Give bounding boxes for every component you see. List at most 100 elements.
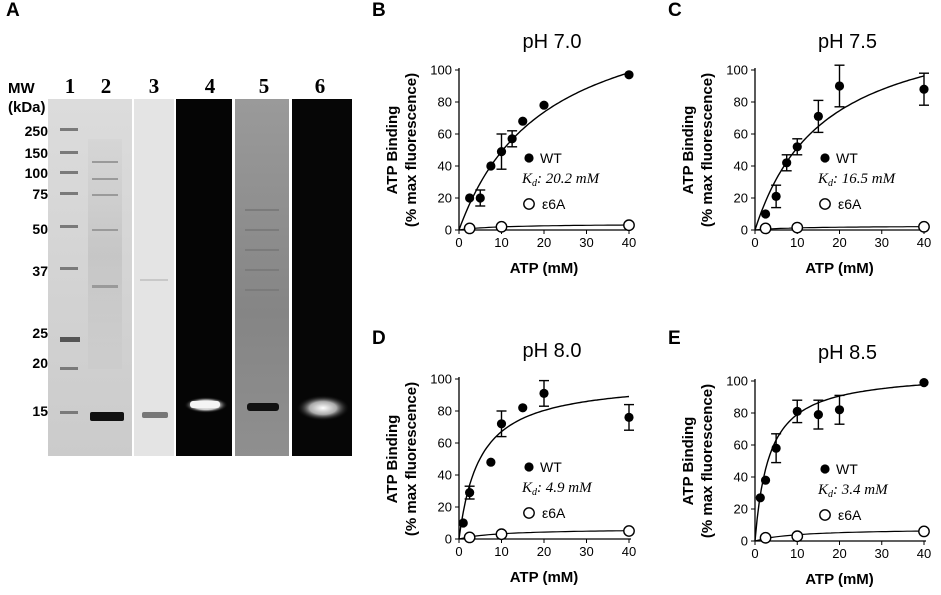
y-tick-label: 20 xyxy=(438,191,452,206)
mutant-fit-curve xyxy=(458,530,629,540)
mw-marker-250: 250 xyxy=(24,123,48,139)
legend-label-mutant: ε6A xyxy=(542,196,566,212)
legend-marker-mutant xyxy=(819,509,831,521)
wt-data-point xyxy=(771,191,781,201)
mw-marker-15: 15 xyxy=(32,403,48,419)
y-axis-label: ATP Binding xyxy=(384,106,401,195)
mutant-fit-curve xyxy=(754,530,925,542)
x-axis-label: ATP (mM) xyxy=(510,260,579,277)
mutant-data-point xyxy=(623,525,635,537)
x-tick-label: 0 xyxy=(455,544,462,559)
mutant-data-point xyxy=(759,222,772,235)
y-tick-label: 60 xyxy=(438,127,452,142)
mutant-data-point xyxy=(495,220,508,233)
mw-marker-100: 100 xyxy=(24,165,48,181)
panel-letter-b: B xyxy=(372,0,386,21)
wt-data-point xyxy=(507,134,517,144)
gel-image-lane-6 xyxy=(292,99,352,456)
lane-number-5: 5 xyxy=(258,74,270,98)
mw-unit: (kDa) xyxy=(8,99,46,116)
mw-marker-50: 50 xyxy=(32,221,48,237)
y-tick-label: 100 xyxy=(726,374,748,389)
y-tick-label: 40 xyxy=(734,159,748,174)
mutant-data-point xyxy=(918,525,930,538)
y-axis-label: ATP Binding xyxy=(680,106,697,195)
y-tick-label: 80 xyxy=(734,406,748,421)
y-axis-label: ATP Binding xyxy=(680,417,697,506)
wt-data-point xyxy=(834,405,845,415)
wt-data-point xyxy=(919,84,929,94)
mw-marker-75: 75 xyxy=(32,186,48,202)
x-tick-label: 40 xyxy=(917,546,931,561)
panel-letter-c: C xyxy=(668,0,682,21)
legend-label-wt: WT xyxy=(540,150,562,166)
wt-data-point xyxy=(475,193,485,203)
x-tick-label: 10 xyxy=(790,546,804,561)
y-axis-label: ATP Binding xyxy=(384,415,401,504)
y-tick-label: 80 xyxy=(734,95,748,110)
mutant-fit-curve xyxy=(754,226,924,231)
x-tick-label: 40 xyxy=(917,235,931,250)
wt-data-point xyxy=(792,142,802,152)
chart-title: pH 7.0 xyxy=(523,31,582,53)
legend-marker-wt xyxy=(820,464,830,474)
kd-annotation: Kd: 16.5 mM xyxy=(817,171,897,189)
kd-annotation: Kd: 20.2 mM xyxy=(521,171,601,189)
wt-data-point xyxy=(760,209,771,219)
x-axis-label: ATP (mM) xyxy=(805,260,874,277)
gel-image-lane-4 xyxy=(176,99,232,456)
x-tick-label: 40 xyxy=(622,544,636,559)
y-tick-label: 0 xyxy=(741,534,748,549)
y-tick-label: 20 xyxy=(438,500,452,515)
gel-image-lane-5 xyxy=(235,99,289,456)
legend-marker-mutant xyxy=(523,198,535,210)
gel-image-lanes-1-2 xyxy=(48,99,132,456)
legend-label-mutant: ε6A xyxy=(542,505,566,521)
x-tick-label: 10 xyxy=(494,235,508,250)
chart-title: pH 8.5 xyxy=(818,342,877,364)
legend-marker-mutant xyxy=(523,507,535,519)
y-tick-label: 60 xyxy=(734,127,748,142)
y-axis-label: (% max fluorescence) xyxy=(699,73,716,227)
y-tick-label: 80 xyxy=(438,95,452,110)
legend-marker-wt xyxy=(524,462,534,472)
mw-marker-37: 37 xyxy=(32,263,48,279)
y-tick-label: 40 xyxy=(438,159,452,174)
y-tick-label: 20 xyxy=(734,502,748,517)
legend-label-wt: WT xyxy=(540,459,562,475)
lane-number-4: 4 xyxy=(204,74,216,98)
wt-data-point xyxy=(539,100,549,110)
wt-data-point xyxy=(465,488,475,498)
wt-data-point xyxy=(486,161,496,171)
x-axis-label: ATP (mM) xyxy=(805,571,874,588)
gel-figure: A MW (kDa) 250 150 100 75 50 37 25 20 15… xyxy=(0,0,360,595)
mutant-data-point xyxy=(791,530,804,543)
kd-annotation: Kd: 4.9 mM xyxy=(521,480,593,498)
wt-data-point xyxy=(813,111,823,121)
legend-label-mutant: ε6A xyxy=(838,196,862,212)
y-tick-label: 100 xyxy=(430,372,452,387)
wt-data-point xyxy=(771,443,781,453)
wt-data-point xyxy=(486,457,496,467)
y-axis-label: (% max fluorescence) xyxy=(403,382,420,536)
mw-marker-25: 25 xyxy=(32,325,48,341)
x-tick-label: 0 xyxy=(751,546,758,561)
y-tick-label: 80 xyxy=(438,404,452,419)
legend-marker-mutant xyxy=(819,198,831,210)
x-tick-label: 30 xyxy=(579,235,593,250)
gel-image-lane-3 xyxy=(134,99,174,456)
x-tick-label: 40 xyxy=(622,235,636,250)
mutant-data-point xyxy=(463,222,476,235)
x-tick-label: 30 xyxy=(875,235,889,250)
wt-data-point xyxy=(782,158,792,168)
panel-letter-a: A xyxy=(6,0,20,21)
x-tick-label: 30 xyxy=(579,544,593,559)
y-tick-label: 0 xyxy=(445,532,452,547)
y-tick-label: 60 xyxy=(734,438,748,453)
x-tick-label: 20 xyxy=(832,546,846,561)
mutant-data-point xyxy=(495,528,508,541)
kd-annotation: Kd: 3.4 mM xyxy=(817,482,889,500)
